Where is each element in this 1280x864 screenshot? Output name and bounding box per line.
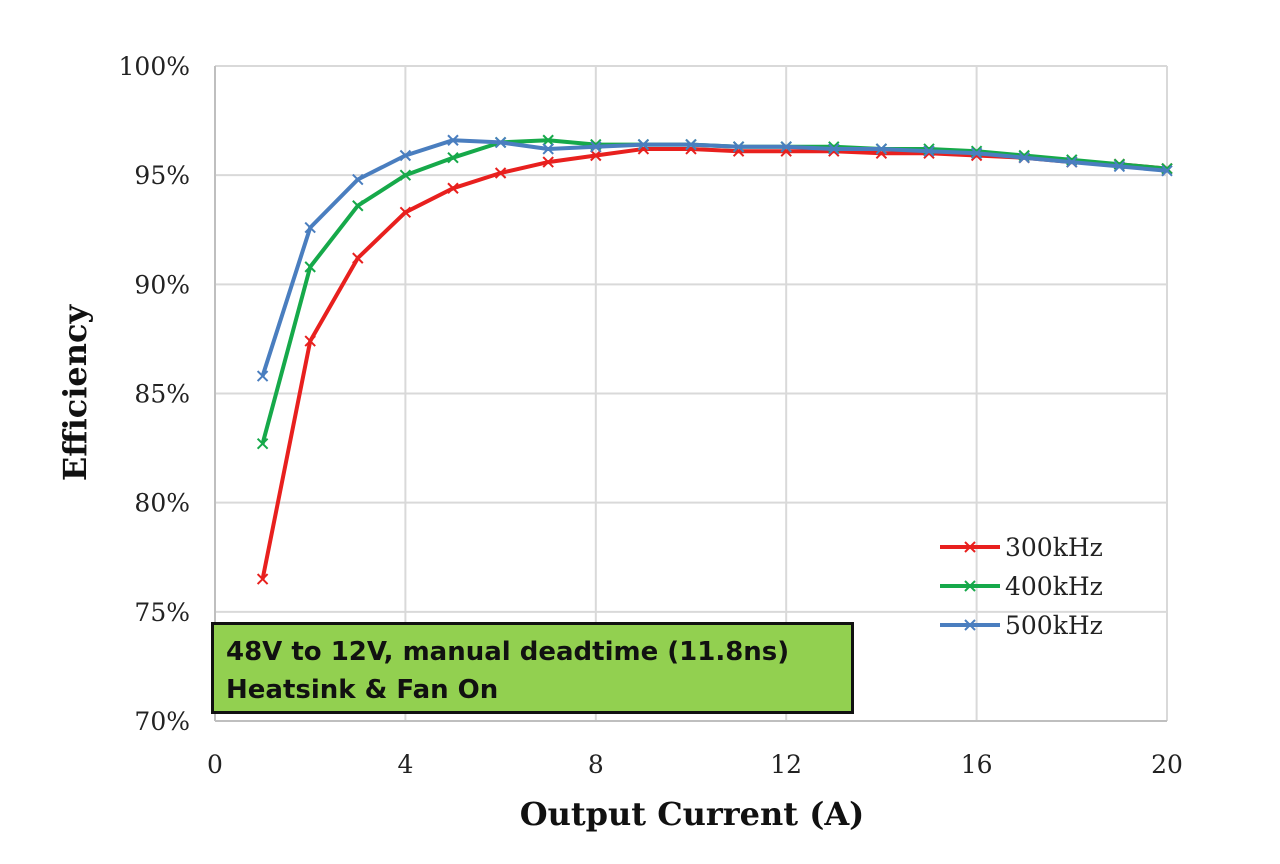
x-axis-label: Output Current (A) xyxy=(520,795,865,833)
data-point-marker xyxy=(590,149,602,162)
data-point-marker xyxy=(1161,165,1173,177)
series-line xyxy=(260,138,1168,377)
data-point-marker xyxy=(256,370,269,382)
data-point-marker xyxy=(256,573,269,585)
x-tick-label: 20 xyxy=(1151,750,1183,779)
data-point-marker xyxy=(780,141,792,153)
data-point-marker xyxy=(494,167,507,179)
data-point-marker xyxy=(542,143,554,155)
data-point-marker xyxy=(970,147,983,160)
data-point-marker xyxy=(399,206,412,218)
data-point-marker xyxy=(590,141,602,153)
series-300kHz xyxy=(256,143,1173,585)
data-point-marker xyxy=(447,134,459,146)
data-point-marker xyxy=(637,138,650,151)
x-tick-label: 0 xyxy=(207,750,223,779)
data-point-marker xyxy=(685,138,697,151)
data-point-marker xyxy=(304,335,316,347)
y-tick-label: 80% xyxy=(134,489,190,518)
data-point-marker xyxy=(923,145,935,157)
data-point-marker xyxy=(256,438,269,450)
legend-marker xyxy=(964,580,976,592)
data-point-marker xyxy=(542,134,554,146)
tick-labels: 70% 75% 80% 85% 90% 95% 100% 0 4 8 12 16 20 xyxy=(119,52,1183,779)
data-point-marker xyxy=(399,149,412,162)
data-point-marker xyxy=(304,261,316,273)
annotation-line-2: Heatsink & Fan On xyxy=(226,675,499,705)
data-point-marker xyxy=(447,182,459,194)
data-point-marker xyxy=(1018,151,1030,164)
data-point-marker xyxy=(1113,160,1126,173)
annotation-box: 48V to 12V, manual deadtime (11.8ns) Hea… xyxy=(211,622,854,714)
legend-label: 400kHz xyxy=(1005,572,1103,601)
data-point-marker xyxy=(732,141,745,153)
y-tick-label: 100% xyxy=(119,52,190,81)
x-tick-label: 4 xyxy=(397,750,413,779)
x-tick-label: 12 xyxy=(770,750,802,779)
grid xyxy=(214,65,1168,722)
x-tick-label: 16 xyxy=(961,750,993,779)
data-point-marker xyxy=(875,143,888,155)
data-point-marker xyxy=(352,173,364,186)
data-point-marker xyxy=(352,252,364,264)
data-point-marker xyxy=(304,221,316,234)
series-lines xyxy=(256,134,1173,585)
data-point-marker xyxy=(447,151,459,164)
legend: 300kHz 400kHz 500kHz xyxy=(940,533,1103,640)
series-line xyxy=(260,147,1168,580)
data-point-marker xyxy=(352,200,364,212)
annotation-line-1: 48V to 12V, manual deadtime (11.8ns) xyxy=(226,637,790,667)
legend-label: 500kHz xyxy=(1005,611,1103,640)
x-tick-label: 8 xyxy=(588,750,604,779)
legend-marker xyxy=(964,619,976,631)
y-tick-label: 85% xyxy=(134,380,190,409)
series-line xyxy=(260,138,1168,445)
data-point-marker xyxy=(494,136,507,149)
y-tick-label: 95% xyxy=(134,161,190,190)
y-axis-label: Efficiency xyxy=(56,304,94,482)
data-point-marker xyxy=(828,143,840,155)
series-500kHz xyxy=(256,134,1173,382)
data-point-marker xyxy=(1066,156,1078,168)
y-tick-label: 90% xyxy=(134,270,190,299)
y-tick-label: 75% xyxy=(134,598,190,627)
data-point-marker xyxy=(399,169,412,181)
y-tick-label: 70% xyxy=(134,707,190,736)
series-400kHz xyxy=(256,134,1173,450)
legend-marker xyxy=(964,541,976,553)
data-point-marker xyxy=(542,156,554,168)
legend-label: 300kHz xyxy=(1005,533,1103,562)
